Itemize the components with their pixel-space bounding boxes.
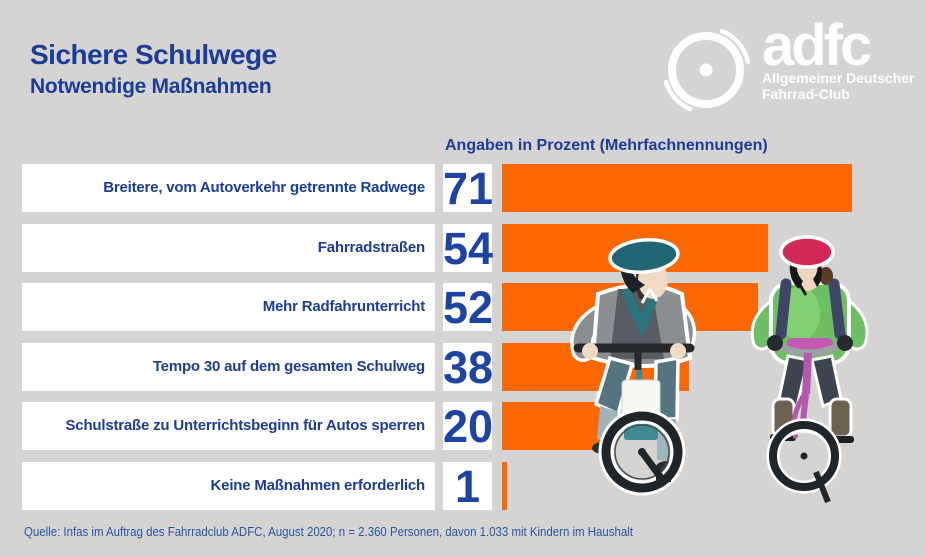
adfc-logo: adfc Allgemeiner Deutscher Fahrrad-Club: [660, 13, 915, 118]
value-label: 52: [443, 282, 494, 333]
value-label: 71: [443, 163, 494, 214]
helmet-right: [779, 235, 835, 269]
kickstand: [813, 470, 831, 504]
value-label: 20: [443, 401, 494, 452]
chin-strap: [640, 288, 659, 304]
bar: [502, 402, 601, 450]
hair: [819, 267, 833, 285]
bar-rows: Breitere, vom Autoverkehr getrennte Radw…: [0, 164, 926, 521]
logo-wordmark: adfc Allgemeiner Deutscher Fahrrad-Club: [762, 13, 915, 103]
page-title: Sichere Schulwege: [30, 39, 277, 70]
chin-strap: [798, 284, 808, 296]
bar: [502, 164, 852, 212]
source-note: Quelle: Infas im Auftrag des Fahrradclub…: [24, 524, 633, 539]
backpack-strap: [775, 278, 792, 340]
front-wheel-right: [769, 421, 839, 491]
helmet-left: [608, 238, 680, 274]
bar-row: Fahrradstraßen 54: [0, 222, 926, 274]
bar: [502, 461, 507, 510]
header-titles: Sichere Schulwege Notwendige Maßnahmen: [30, 39, 277, 98]
category-label: Fahrradstraßen: [22, 223, 435, 272]
category-label: Schulstraße zu Unterrichtsbeginn für Aut…: [22, 402, 435, 450]
backpack-strap: [828, 278, 846, 340]
adfc-wheel-icon: [663, 28, 751, 112]
value-label: 1: [443, 461, 492, 511]
bar-row: Schulstraße zu Unterrichtsbeginn für Aut…: [0, 401, 926, 452]
value-label: 38: [443, 341, 494, 393]
category-label: Keine Maßnahmen erforderlich: [22, 461, 435, 510]
front-wheel-left: [601, 411, 683, 493]
page-subtitle: Notwendige Maßnahmen: [30, 74, 272, 98]
category-label: Breitere, vom Autoverkehr getrennte Radw…: [22, 164, 435, 212]
value-label: 54: [443, 222, 494, 274]
logo-subtitle-line2: Fahrrad-Club: [762, 86, 850, 103]
category-label: Tempo 30 auf dem gesamten Schulweg: [22, 342, 435, 391]
chart-units-header: Angaben in Prozent (Mehrfachnennungen): [445, 137, 768, 154]
child-cyclist-left: [570, 238, 697, 496]
bar-row: Keine Maßnahmen erforderlich 1: [0, 461, 926, 511]
child-cyclist-right: [750, 235, 869, 504]
logo-subtitle-line1: Allgemeiner Deutscher: [762, 69, 915, 86]
logo-brand: adfc: [762, 13, 872, 78]
category-label: Mehr Radfahrunterricht: [22, 283, 435, 331]
bar-row: Breitere, vom Autoverkehr getrennte Radw…: [0, 163, 926, 214]
vneck-collar: [620, 286, 663, 338]
children-cycling-illustration: [570, 235, 869, 504]
